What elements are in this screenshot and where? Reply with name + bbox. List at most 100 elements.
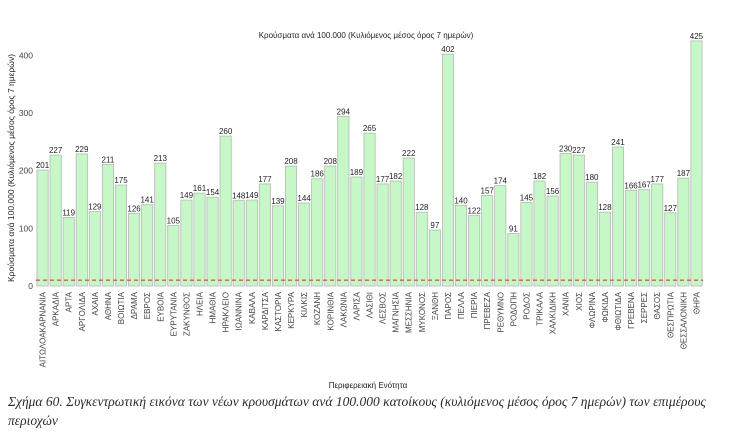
value-label: 149 [180,191,194,200]
bar-ΜΥΚΟΝΟΣ [415,211,428,287]
bar-ΕΒΡΟΣ [141,204,154,287]
x-tick-label: ΡΕΘΥΜΝΟ [496,292,505,333]
x-tick-label: ΚΑΣΤΟΡΙΑ [274,291,283,331]
value-label: 148 [232,192,246,201]
x-tick-label: ΑΙΤΩΛΟΑΚΑΡΝΑΝΙΑ [39,291,48,367]
x-tick-label: ΡΟΔΟΣ [522,292,531,320]
bar-ΠΕΛΛΑ [455,204,468,287]
chart-title: Κρούσματα ανά 100.000 (Κυλιόμενος μέσος … [259,31,474,40]
value-label: 211 [102,155,115,164]
value-label: 175 [114,176,128,185]
value-label: 154 [206,188,220,197]
x-axis-tick-labels: ΑΙΤΩΛΟΑΚΑΡΝΑΝΙΑ ΑΡΚΑΔΙΑ ΑΡΤΑ ΑΡΓΟΛΙΔΑ ΑΧΑΙΑ Α… [39,291,702,367]
x-tick-label: ΚΟΖΑΝΗ [313,292,322,325]
value-label: 119 [62,208,75,217]
bar-ΞΑΝΘΗ [428,229,441,287]
x-tick-label: ΑΘΗΝΑ [104,291,113,320]
value-label: 177 [651,175,665,184]
x-tick-label: ΕΥΒΟΙΑ [156,291,165,321]
value-label: 129 [88,203,102,212]
x-tick-label: ΠΡΕΒΕΖΑ [483,291,492,329]
x-tick-label: ΗΡΑΚΛΕΙΟ [222,292,231,332]
bar-ΚΑΣΤΟΡΙΑ [271,205,284,287]
bar-ΠΙΕΡΙΑ [468,215,481,287]
bar-ΦΘΙΩΤΙΔΑ [611,146,625,287]
x-tick-label: ΠΙΕΡΙΑ [470,291,479,318]
x-tick-label: ΚΙΛΚΙΣ [300,292,309,317]
bar-ΚΕΡΚΥΡΑ [285,165,298,287]
value-label: 128 [598,203,612,212]
bar-ΠΡΕΒΕΖΑ [481,195,494,287]
x-tick-label: ΜΕΣΣΗΝΙΑ [405,291,414,333]
x-tick-label: ΛΑΚΩΝΙΑ [339,291,348,327]
bar-ΙΩΑΝΝΙΝΑ [232,200,245,287]
x-tick-label: ΙΩΑΝΝΙΝΑ [235,291,244,330]
bar-ΚΟΡΙΝΘΙΑ [324,165,337,287]
value-label: 227 [49,146,63,155]
y-tick-label: 200 [19,166,33,176]
value-label: 144 [297,194,311,203]
value-label: 128 [415,203,429,212]
x-tick-label: ΓΡΕΒΕΝΑ [627,291,636,329]
value-label: 182 [389,172,403,181]
x-tick-label: ΘΗΡΑ [692,291,701,314]
value-label: 91 [509,225,518,234]
y-tick-label: 0 [28,281,33,291]
x-tick-label: ΧΑΝΙΑ [562,291,571,316]
bar-ΣΕΡΡΕΣ [638,189,651,287]
bar-ΜΑΓΝΗΣΙΑ [389,180,402,287]
value-label: 187 [677,169,691,178]
value-label: 126 [127,204,141,213]
value-label: 145 [520,193,534,202]
x-tick-label: ΧΙΟΣ [575,292,584,311]
x-tick-label: ΦΘΙΩΤΙΔΑ [614,291,623,330]
x-tick-label: ΦΩΚΙΔΑ [601,291,610,322]
x-tick-label: ΛΑΣΙΘΙ [366,292,375,318]
bar-ΗΡΑΚΛΕΙΟ [219,135,232,287]
value-label: 182 [533,172,547,181]
bar-ΑΡΓΟΛΙΔΑ [75,153,88,287]
y-tick-label: 300 [19,108,33,118]
bar-ΤΡΙΚΑΛΑ [533,180,546,287]
value-label: 265 [363,124,377,133]
bar-ΜΕΣΣΗΝΙΑ [402,157,415,287]
value-label: 156 [546,187,560,196]
x-tick-label: ΑΧΑΙΑ [91,291,100,315]
value-label: 229 [75,145,89,154]
bar-ΒΟΙΩΤΙΑ [114,184,128,287]
bar-ΕΥΒΟΙΑ [154,162,167,287]
x-tick-label: ΧΑΛΚΙΔΙΚΗ [549,292,558,334]
value-label: 166 [624,181,638,190]
x-tick-label: ΠΕΛΛΑ [457,291,466,319]
value-label: 161 [193,184,207,193]
bar-ΓΡΕΒΕΝΑ [625,189,638,287]
value-label: 180 [585,173,599,182]
x-tick-label: ΜΥΚΟΝΟΣ [418,292,427,332]
value-label: 157 [481,186,495,195]
x-tick-label: ΔΡΑΜΑ [130,291,139,319]
value-label: 208 [284,157,298,166]
y-tick-label: 100 [19,223,33,233]
x-tick-label: ΡΟΔΟΠΗ [509,292,518,327]
bar-ΑΧΑΙΑ [88,211,101,287]
x-tick-label: ΘΑΣΟΣ [653,292,662,320]
bar-ΛΕΣΒΟΣ [376,183,389,287]
x-tick-label: ΞΑΝΘΗ [431,292,440,321]
value-label: 127 [664,204,678,213]
bar-ΛΑΣΙΘΙ [363,132,376,287]
bar-ΑΙΤΩΛΟΑΚΑΡΝΑΝΙΑ [36,169,49,287]
value-label: 149 [245,191,259,200]
x-tick-label: ΑΡΤΑ [65,291,74,312]
bars-group [36,40,703,287]
x-tick-label: ΑΡΚΑΔΙΑ [52,291,61,326]
x-tick-label: ΕΒΡΟΣ [143,292,152,319]
y-tick-label: 400 [19,50,33,60]
value-label: 294 [337,107,351,116]
x-tick-label: ΑΡΓΟΛΙΔΑ [78,291,87,331]
bar-ΘΗΡΑ [690,40,703,287]
value-label: 227 [572,146,586,155]
value-label: 189 [350,168,364,177]
x-tick-label: ΗΛΕΙΑ [195,291,204,316]
value-label: 425 [690,32,704,41]
